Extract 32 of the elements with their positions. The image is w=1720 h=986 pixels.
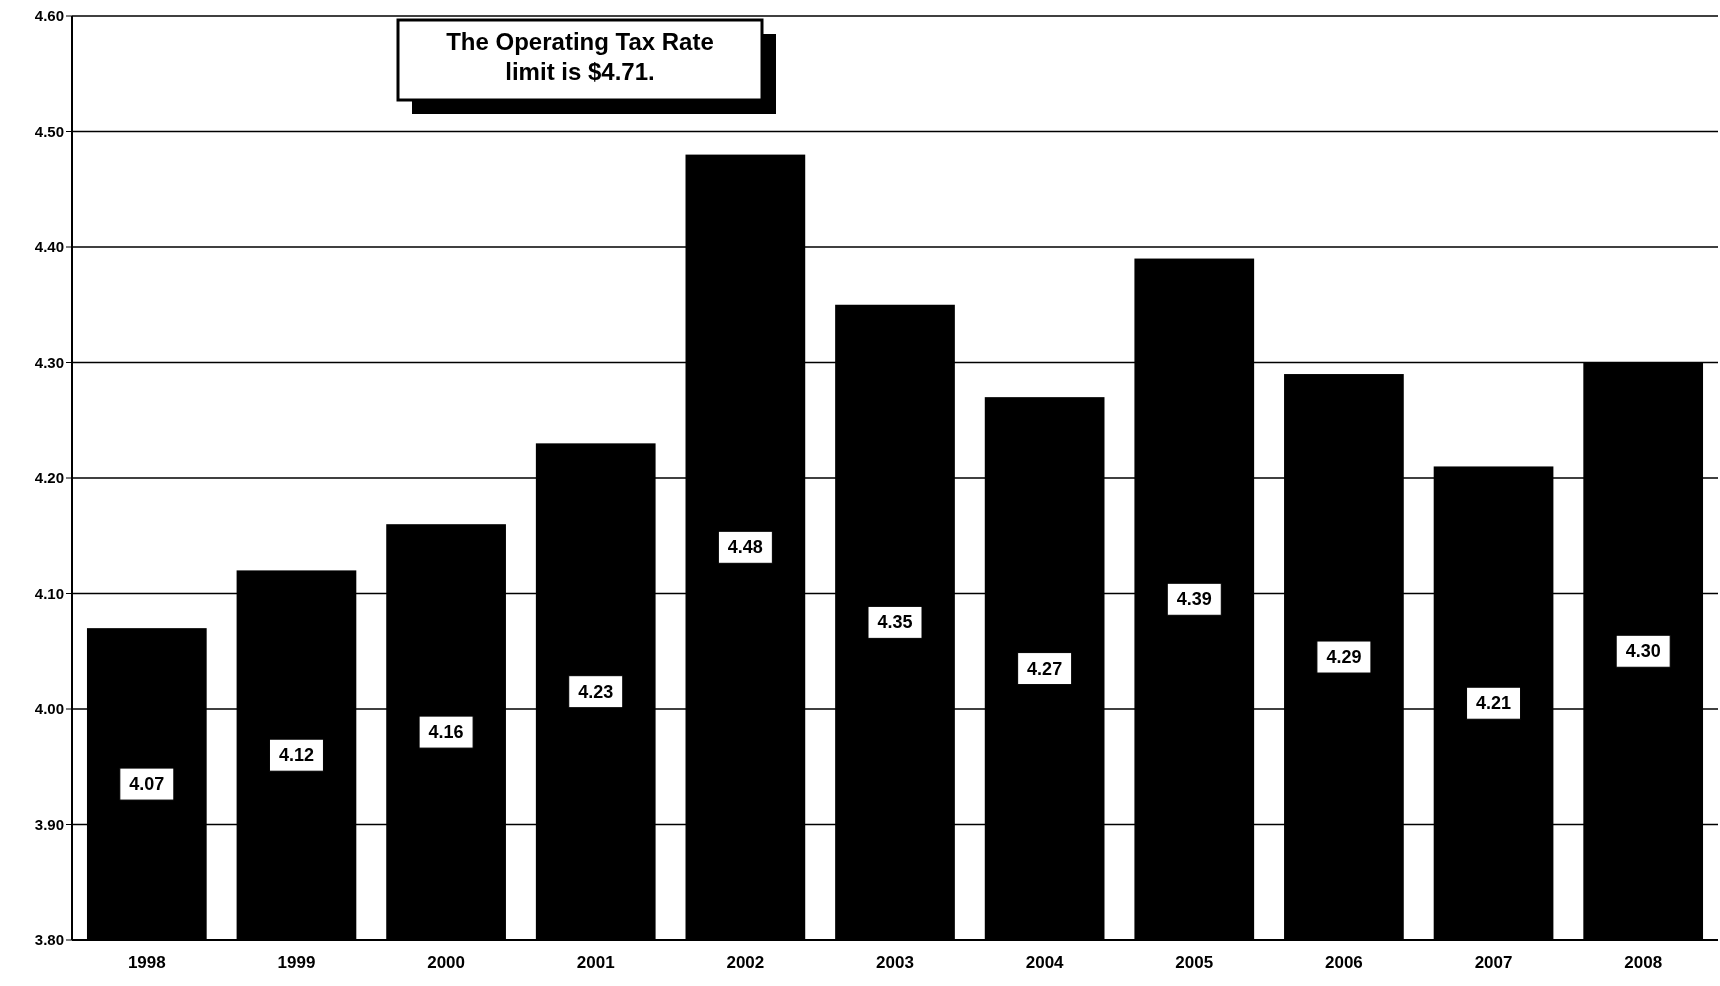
data-label: 4.39 bbox=[1176, 589, 1212, 610]
x-tick-label: 2002 bbox=[726, 953, 765, 972]
data-label: 4.21 bbox=[1476, 693, 1512, 714]
x-tick-label: 2006 bbox=[1324, 953, 1363, 972]
x-tick-label: 2003 bbox=[876, 953, 914, 972]
x-tick-label: 2008 bbox=[1624, 953, 1663, 972]
y-tick-label: 3.90 bbox=[34, 815, 64, 833]
y-tick-label: 4.10 bbox=[34, 584, 64, 602]
y-tick-label: 4.40 bbox=[34, 238, 64, 255]
y-tick-label: 4.30 bbox=[34, 353, 64, 371]
data-label: 4.30 bbox=[1625, 641, 1661, 662]
x-tick-label: 2005 bbox=[1175, 953, 1214, 972]
data-label: 4.27 bbox=[1027, 658, 1063, 679]
data-label: 4.29 bbox=[1326, 647, 1362, 668]
data-label: 4.16 bbox=[428, 722, 464, 743]
data-label: 4.35 bbox=[877, 612, 913, 633]
data-label: 4.12 bbox=[278, 745, 314, 766]
data-label: 4.07 bbox=[129, 774, 165, 795]
y-tick-label: 4.60 bbox=[34, 7, 64, 24]
x-tick-label: 2007 bbox=[1474, 953, 1513, 972]
y-tick-label: 4.00 bbox=[34, 700, 64, 717]
x-tick-label: 1999 bbox=[277, 953, 316, 972]
y-tick-label: 4.20 bbox=[34, 469, 64, 486]
x-tick-label: 2004 bbox=[1025, 953, 1065, 972]
y-tick-label: 3.80 bbox=[34, 931, 64, 948]
x-tick-label: 2001 bbox=[576, 953, 615, 972]
x-tick-label: 2000 bbox=[427, 953, 465, 972]
annotation: The Operating Tax Rate limit is $4.71. bbox=[446, 28, 714, 85]
data-label: 4.48 bbox=[727, 537, 763, 558]
y-tick-label: 4.50 bbox=[34, 122, 64, 140]
x-tick-label: 1998 bbox=[127, 953, 166, 972]
data-label: 4.23 bbox=[578, 681, 614, 702]
